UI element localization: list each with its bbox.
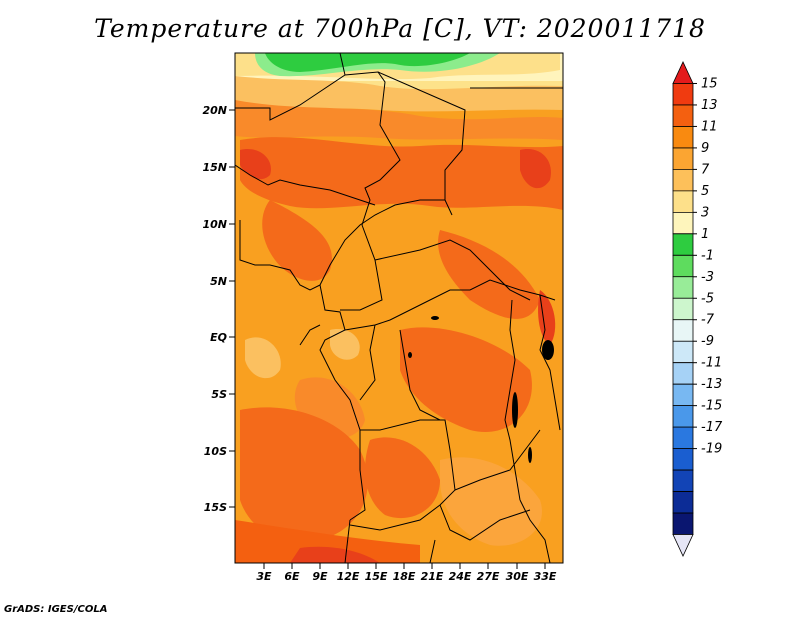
colorbar-label: 5: [701, 184, 709, 199]
lat-tick-label: 10S: [204, 445, 227, 458]
temperature-field: [235, 53, 563, 563]
lat-tick-label: 10N: [202, 218, 227, 231]
lon-tick-label: 3E: [256, 570, 272, 583]
lat-tick-label: 5S: [211, 388, 227, 401]
lon-tick-label: 12E: [337, 570, 360, 583]
map-title: Temperature at 700hPa [C], VT: 202001171…: [94, 14, 706, 43]
colorbar-swatch: [672, 383, 694, 407]
lat-tick-label: EQ: [210, 331, 227, 344]
colorbar-swatch: [672, 426, 694, 450]
colorbar-label: -1: [701, 248, 714, 263]
lon-tick-label: 9E: [312, 570, 328, 583]
colorbar-swatch: [672, 340, 694, 364]
colorbar-label: -17: [701, 420, 723, 435]
colorbar-label: 11: [701, 119, 718, 134]
colorbar-label: -7: [701, 313, 715, 328]
colorbar-swatch: [672, 491, 694, 514]
lat-tick-label: 15S: [204, 501, 227, 514]
lat-tick-label: 15N: [202, 161, 227, 174]
lon-tick-label: 21E: [421, 570, 444, 583]
colorbar-swatch: [672, 190, 694, 213]
colorbar-swatch: [672, 168, 694, 192]
colorbar-swatch: [672, 448, 694, 471]
colorbar-swatch: [672, 469, 694, 492]
lon-tick-label: 33E: [534, 570, 557, 583]
colorbar-swatch: [672, 512, 694, 535]
lat-tick-label: 5N: [210, 275, 227, 288]
colorbar-label: -15: [701, 399, 722, 414]
colorbar-label: 3: [701, 205, 709, 220]
colorbar-label: -9: [701, 334, 714, 349]
colorbar-label: -11: [701, 356, 722, 371]
lat-tick-label: 20N: [202, 104, 227, 117]
colorbar-label: 9: [701, 141, 709, 156]
colorbar-swatch: [672, 319, 694, 342]
colorbar-swatch: [672, 61, 694, 84]
longitude-axis: 3E 6E 9E 12E 15E 18E 21E 24E 27E 30E 33E: [256, 563, 557, 583]
colorbar-swatch: [672, 233, 694, 256]
colorbar: 15 13 11 9 7 5 3 1 -1 -3 -5 -7 -9 -11 -13 -15 -17 -19: [672, 61, 723, 557]
colorbar-swatch: [672, 147, 694, 170]
colorbar-swatch: [672, 254, 694, 278]
lon-tick-label: 24E: [449, 570, 472, 583]
colorbar-label: 13: [701, 98, 718, 113]
lon-tick-label: 15E: [365, 570, 388, 583]
colorbar-label: -3: [701, 270, 714, 285]
colorbar-swatch: [672, 211, 694, 235]
colorbar-label: 15: [701, 76, 718, 91]
colorbar-swatch: [672, 297, 694, 321]
colorbar-swatch: [672, 362, 694, 385]
map-frame: [234, 52, 564, 564]
colorbar-swatch: [672, 104, 694, 127]
lon-tick-label: 6E: [284, 570, 300, 583]
lon-tick-label: 27E: [477, 570, 500, 583]
colorbar-swatch: [672, 276, 694, 299]
colorbar-label: -13: [701, 377, 722, 392]
colorbar-label: -19: [701, 442, 722, 457]
colorbar-swatch: [672, 83, 694, 106]
colorbar-label: 1: [701, 227, 709, 242]
colorbar-swatch: [672, 126, 694, 149]
colorbar-swatch: [672, 534, 694, 557]
colorbar-label: -5: [701, 291, 714, 306]
lon-tick-label: 18E: [393, 570, 416, 583]
colorbar-swatch: [672, 405, 694, 428]
latitude-axis: 20N 15N 10N 5N EQ 5S 10S 15S: [202, 104, 235, 514]
lon-tick-label: 30E: [506, 570, 529, 583]
colorbar-label: 7: [701, 162, 710, 177]
grads-credit: GrADS: IGES/COLA: [4, 604, 108, 615]
